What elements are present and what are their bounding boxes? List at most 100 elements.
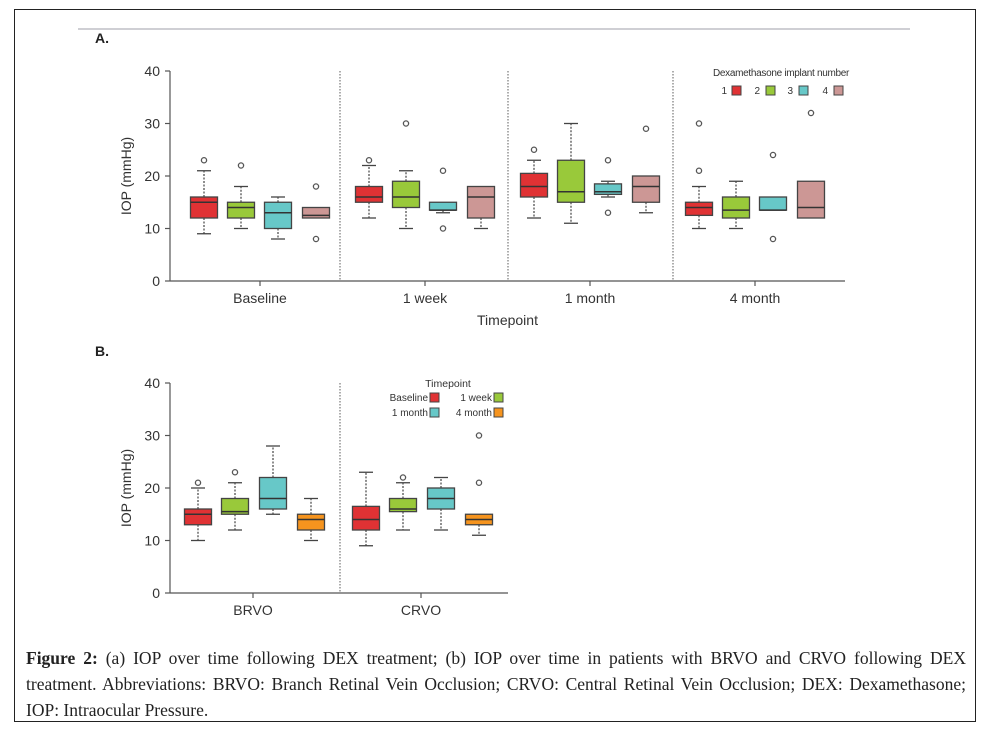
outlier-point	[769, 235, 777, 243]
outlier-point	[475, 479, 483, 486]
outlier-point	[365, 156, 373, 164]
panel-label: A.	[95, 30, 109, 46]
box-4-month-brvo	[296, 497, 326, 542]
caption-label: Figure 2:	[26, 648, 98, 668]
box-4-4-month	[796, 109, 826, 219]
outlier-point	[695, 167, 703, 174]
outlier-point	[312, 235, 320, 243]
figure-frame	[14, 9, 976, 722]
box-iqr	[519, 172, 549, 198]
legend-swatch	[833, 85, 844, 96]
outlier-point	[237, 162, 245, 169]
y-tick-label: 40	[144, 375, 160, 391]
outlier-point	[194, 479, 202, 486]
x-tick-label: 4 month	[730, 290, 781, 306]
box-iqr	[758, 196, 788, 211]
box-iqr	[556, 159, 586, 203]
box-2-baseline	[226, 162, 256, 230]
box-iqr	[220, 497, 250, 515]
outlier-point	[439, 167, 447, 174]
legend-label: 4	[822, 86, 828, 97]
outlier-point	[807, 109, 815, 117]
legend-swatch	[493, 407, 504, 418]
box-baseline-brvo	[183, 479, 213, 542]
outlier-point	[402, 120, 410, 127]
y-tick-label: 0	[152, 273, 160, 289]
x-tick-label: 1 week	[403, 290, 448, 306]
box-3-1-week	[428, 167, 458, 232]
chart-panel-b: B. 0 10 20 30 40 IOP (mmHg) BRVO CRVO Timepoint Ba…	[95, 343, 508, 618]
box-iqr	[189, 196, 219, 219]
legend: Dexamethasone implant number 1 2 3 4	[713, 68, 850, 97]
outlier-point	[695, 120, 703, 127]
legend-swatch	[798, 85, 809, 96]
legend-swatch	[429, 407, 440, 418]
box-iqr	[796, 180, 826, 219]
box-1-week-crvo	[388, 474, 418, 531]
box-3-4-month	[758, 151, 788, 243]
legend-label: 3	[787, 86, 793, 97]
top-divider	[78, 28, 910, 30]
outlier-point	[200, 156, 208, 164]
legend-swatch	[765, 85, 776, 96]
box-1-month-crvo	[426, 476, 456, 531]
outlier-point	[604, 156, 612, 164]
box-1-1-week	[354, 156, 384, 219]
y-axis-label: IOP (mmHg)	[118, 449, 134, 527]
box-4-month-crvo	[464, 432, 494, 536]
legend-swatch	[429, 392, 440, 403]
outlier-point	[604, 209, 612, 216]
y-tick-label: 0	[152, 585, 160, 601]
y-tick-label: 30	[144, 116, 160, 132]
box-baseline-crvo	[351, 471, 381, 547]
box-iqr	[466, 185, 496, 219]
outlier-point	[530, 146, 538, 153]
legend-title: Dexamethasone implant number	[713, 68, 850, 79]
legend: Timepoint Baseline 1 week 1 month 4 month	[390, 378, 504, 419]
x-tick-label: CRVO	[401, 602, 441, 618]
y-tick-label: 10	[144, 533, 160, 549]
box-2-4-month	[721, 180, 751, 230]
box-iqr	[258, 476, 288, 510]
box-iqr	[263, 201, 293, 230]
outlier-point	[439, 225, 447, 232]
box-3-baseline	[263, 196, 293, 240]
y-tick-label: 20	[144, 168, 160, 184]
box-1-baseline	[189, 156, 219, 235]
legend-title: Timepoint	[425, 378, 471, 390]
box-2-1-week	[391, 120, 421, 230]
box-iqr	[631, 175, 661, 203]
box-iqr	[684, 201, 714, 217]
y-axis-label: IOP (mmHg)	[118, 137, 134, 215]
legend-label: 1 month	[392, 408, 428, 419]
box-iqr	[183, 508, 213, 526]
x-tick-label: BRVO	[233, 602, 273, 618]
box-iqr	[391, 180, 421, 209]
caption-text: (a) IOP over time following DEX treatmen…	[26, 648, 966, 720]
box-1-month-brvo	[258, 445, 288, 515]
box-4-baseline	[301, 183, 331, 243]
box-iqr	[351, 505, 381, 531]
outlier-point	[475, 432, 483, 439]
x-tick-label: Baseline	[233, 290, 287, 306]
outlier-point	[769, 151, 777, 159]
x-tick-label: 1 month	[565, 290, 616, 306]
outlier-point	[312, 183, 320, 190]
x-axis-label: Timepoint	[477, 312, 538, 328]
outlier-point	[642, 125, 650, 133]
box-1-4-month	[684, 120, 714, 230]
box-iqr	[354, 185, 384, 203]
y-tick-label: 20	[144, 480, 160, 496]
box-4-1-month	[631, 125, 661, 214]
y-tick-label: 30	[144, 428, 160, 444]
outlier-point	[231, 468, 239, 476]
box-4-1-week	[466, 185, 496, 230]
y-tick-label: 10	[144, 221, 160, 237]
box-iqr	[226, 201, 256, 219]
legend-label: Baseline	[390, 393, 429, 404]
box-1-1-month	[519, 146, 549, 219]
chart-panel-a: A. 0 10 20 30 40 IOP (mmHg) Baseline 1 week 1 mon…	[95, 30, 850, 328]
y-tick-label: 40	[144, 63, 160, 79]
figure-caption: Figure 2: (a) IOP over time following DE…	[26, 645, 966, 723]
